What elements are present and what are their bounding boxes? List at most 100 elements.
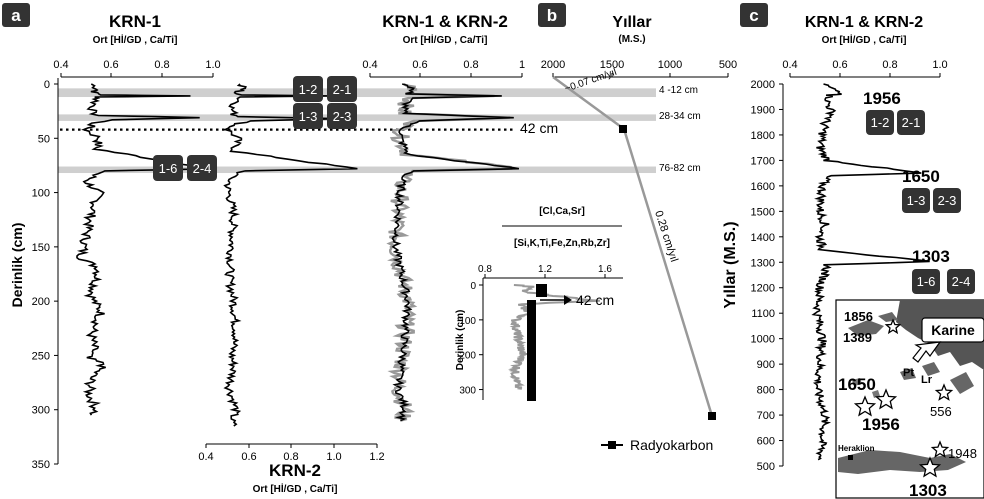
c-year-tick-label: 1900 bbox=[751, 104, 775, 116]
ticks-panel-a: 0 50 100 150 200 250 300 350 0.4 0.6 0.8 1.0 0.4 0.6 0… bbox=[32, 59, 525, 471]
inset-ytick-label: 200 bbox=[459, 351, 476, 362]
map-label-1650: 1650 bbox=[838, 375, 876, 394]
depth-tick-label: 150 bbox=[32, 242, 50, 254]
year-tick-label: 500 bbox=[719, 59, 737, 71]
combo-tick-label: 0.8 bbox=[463, 59, 478, 71]
c-badge-2-1: 2-1 bbox=[897, 110, 925, 135]
inset-top-block bbox=[536, 284, 547, 297]
depth-tick-label: 50 bbox=[38, 133, 50, 145]
epicenter-stars bbox=[853, 318, 954, 478]
c-badge-1-6: 1-6 bbox=[912, 269, 940, 294]
svg-text:2-1: 2-1 bbox=[333, 82, 352, 97]
legend-label: Radyokarbon bbox=[630, 437, 713, 453]
c-year-tick-label: 1500 bbox=[751, 206, 775, 218]
c-subtitle: Ort [Hİ/GD , Ca/Ti] bbox=[822, 33, 907, 46]
svg-text:1-3: 1-3 bbox=[907, 193, 926, 208]
c-year-tick-label: 900 bbox=[757, 359, 775, 371]
krn1-tick-label: 1.0 bbox=[205, 59, 220, 71]
combo-tick-label: 0.6 bbox=[412, 59, 427, 71]
inset-ytick-label: 100 bbox=[459, 316, 476, 327]
c-year-tick-label: 800 bbox=[757, 385, 775, 397]
c-badge-1-2: 1-2 bbox=[866, 110, 894, 135]
krn1-title: KRN-1 bbox=[109, 12, 161, 31]
ticks-panel-c: 2000 1900 1800 1700 1600 1500 1400 1300 1200 1100… bbox=[751, 59, 948, 473]
map-label-1389: 1389 bbox=[843, 330, 872, 345]
c-year-tick-label: 1000 bbox=[751, 334, 775, 346]
svg-text:2-3: 2-3 bbox=[333, 109, 352, 124]
krn1-tick-label: 0.4 bbox=[53, 59, 68, 71]
map-label-1956: 1956 bbox=[862, 415, 900, 434]
year-tick-label: 2000 bbox=[541, 59, 565, 71]
c-year-tick-label: 600 bbox=[757, 436, 775, 448]
event-1956: 1956 bbox=[863, 89, 901, 108]
c-top-tick-label: 0.4 bbox=[782, 59, 797, 71]
krn2-tick-label: 1.2 bbox=[369, 451, 384, 463]
c-year-tick-label: 700 bbox=[757, 410, 775, 422]
year-tick-label: 1500 bbox=[600, 59, 624, 71]
krn2-title: KRN-2 bbox=[269, 461, 321, 480]
krn2-tick-label: 0.6 bbox=[241, 451, 256, 463]
depth-axis-label: Derinlik (cm) bbox=[9, 223, 25, 308]
land-islands-small bbox=[852, 378, 880, 398]
badge-2-1: 2-1 bbox=[327, 76, 357, 102]
combo-tick-label: 0.4 bbox=[362, 59, 377, 71]
land-rhodes bbox=[950, 372, 974, 394]
badge-2-4: 2-4 bbox=[187, 155, 217, 181]
star-556-icon bbox=[934, 383, 954, 401]
krn2-tick-label: 0.4 bbox=[198, 451, 213, 463]
c-badge-2-4: 2-4 bbox=[947, 269, 975, 294]
heraklion-marker bbox=[848, 455, 853, 460]
svg-text:Karine: Karine bbox=[931, 322, 975, 338]
map-label-556: 556 bbox=[930, 404, 952, 419]
radiocarbon-point-1 bbox=[619, 125, 627, 133]
c-year-tick-label: 1600 bbox=[751, 181, 775, 193]
radiocarbon-point-2 bbox=[708, 412, 716, 420]
inset-axes bbox=[482, 277, 623, 400]
krn1-subtitle: Ort [Hİ/GD , Ca/Ti] bbox=[93, 33, 178, 46]
map-label-pt: Pt bbox=[903, 367, 914, 379]
krn1-tick-label: 0.8 bbox=[154, 59, 169, 71]
depth-tick-label: 200 bbox=[32, 296, 50, 308]
c-badge-2-3: 2-3 bbox=[933, 188, 961, 213]
c-year-tick-label: 1700 bbox=[751, 155, 775, 167]
c-year-tick-label: 2000 bbox=[751, 79, 775, 91]
krn2-tick-label: 0.8 bbox=[283, 451, 298, 463]
years-subtitle: (M.S.) bbox=[618, 34, 645, 45]
badge-1-2: 1-2 bbox=[293, 76, 323, 102]
panel-c-letter: c bbox=[749, 6, 758, 25]
star-1956-icon bbox=[874, 388, 898, 410]
star-1948-icon bbox=[930, 440, 950, 458]
krn2-subtitle: Ort [Hİ/GD , Ca/Ti] bbox=[253, 482, 338, 495]
c-year-tick-label: 1800 bbox=[751, 130, 775, 142]
combo-subtitle: Ort [Hİ/GD , Ca/Ti] bbox=[403, 33, 488, 46]
c-year-tick-label: 1200 bbox=[751, 283, 775, 295]
inset-xtick-label: 0.8 bbox=[478, 264, 492, 275]
band-3 bbox=[58, 166, 656, 174]
year-tick-label: 1000 bbox=[658, 59, 682, 71]
panel-c-badge bbox=[740, 3, 768, 27]
inset-denominator: [Si,K,Ti,Fe,Zn,Rb,Zr] bbox=[514, 238, 610, 249]
land-dodecanese-1 bbox=[900, 368, 916, 380]
inset-xtick-label: 1.2 bbox=[538, 264, 552, 275]
c-year-tick-label: 1300 bbox=[751, 257, 775, 269]
depth-tick-label: 250 bbox=[32, 350, 50, 362]
c-year-tick-label: 500 bbox=[757, 461, 775, 473]
svg-text:1-3: 1-3 bbox=[299, 109, 318, 124]
years-trace bbox=[811, 83, 930, 461]
depth-tick-label: 350 bbox=[32, 459, 50, 471]
event-bands bbox=[58, 88, 656, 174]
event-1650: 1650 bbox=[902, 167, 940, 186]
depth-tick-label: 0 bbox=[44, 79, 50, 91]
map-inset: Heraklion Karine 1856 1389 Pt Lr 556 194… bbox=[835, 299, 984, 499]
svg-text:1-6: 1-6 bbox=[917, 274, 936, 289]
svg-text:1-6: 1-6 bbox=[159, 161, 178, 176]
badge-2-3: 2-3 bbox=[327, 103, 357, 129]
ticks-panel-b: 2000 1500 1000 500 bbox=[541, 59, 737, 77]
star-1303-icon bbox=[918, 456, 942, 478]
badge-1-6: 1-6 bbox=[153, 155, 183, 181]
c-badge-1-3: 1-3 bbox=[902, 188, 930, 213]
svg-text:2-4: 2-4 bbox=[952, 274, 971, 289]
c-year-tick-label: 1100 bbox=[751, 308, 775, 320]
map-label-heraklion: Heraklion bbox=[838, 444, 875, 453]
